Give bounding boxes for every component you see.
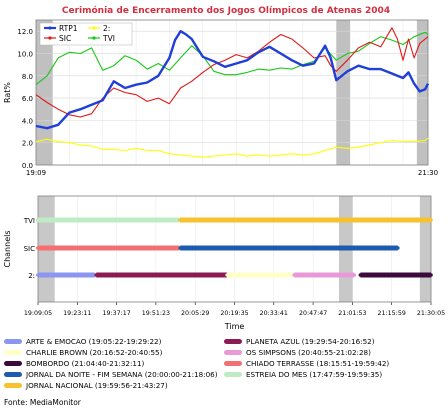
segment-start-marker <box>358 273 363 277</box>
legend-swatch <box>4 338 22 344</box>
program-segment <box>38 272 95 278</box>
program-segment <box>227 272 295 278</box>
y-tick-label: 8.0 <box>22 73 33 81</box>
segment-start-marker <box>178 218 182 222</box>
legend-label: ESTREIA DO MES (17:47:59-19:59:35) <box>246 369 383 379</box>
segment-start-marker <box>36 218 40 222</box>
chart-legend-box <box>39 22 133 46</box>
program-segment <box>360 272 431 278</box>
program-segment <box>96 272 228 278</box>
legend-label: PLANETA AZUL (19:29:54-20:16:52) <box>246 336 375 346</box>
segment-end-marker <box>429 218 433 222</box>
segment-start-marker <box>225 273 229 277</box>
segment-start-marker <box>178 246 182 250</box>
legend-marker <box>92 36 96 40</box>
legend-label: RTP1 <box>59 24 78 33</box>
program-segment <box>294 272 355 278</box>
legend-swatch <box>4 382 22 388</box>
segment-start-marker <box>292 273 296 277</box>
x-tick-label: 20:33:41 <box>260 310 288 317</box>
legend-swatch <box>224 349 242 355</box>
legend-item: PLANETA AZUL (19:29:54-20:16:52) <box>224 336 375 346</box>
x-tick-label: 20:19:35 <box>220 310 248 317</box>
x-tick-label: 19:23:11 <box>63 310 91 317</box>
shaded-interval <box>419 196 431 302</box>
series-line-rtp1 <box>35 30 430 130</box>
segment-end-marker <box>429 273 433 277</box>
legend-item: JORNAL NACIONAL (19:59:56-21:43:27) <box>4 380 168 390</box>
series-line-2two <box>35 137 429 158</box>
x-tick-label: 19:51:23 <box>142 310 170 317</box>
x-tick-label: 21:30 <box>418 169 438 177</box>
x-tick-label: 19:09:05 <box>24 310 52 317</box>
program-legend: ARTE & EMOCAO (19:05:22-19:29:22) PLANETA… <box>0 332 448 394</box>
legend-marker <box>48 26 52 30</box>
legend-item: ARTE & EMOCAO (19:05:22-19:29:22) <box>4 336 161 346</box>
channel-label: 2: <box>28 272 35 280</box>
legend-label: JORNAL NACIONAL (19:59:56-21:43:27) <box>26 380 168 390</box>
y-tick-label: 10.0 <box>17 50 33 58</box>
y-tick-label: 6.0 <box>22 95 33 103</box>
y-tick-label: 0.0 <box>22 162 33 170</box>
legend-swatch <box>224 338 242 344</box>
y-tick-label: 4.0 <box>22 117 33 125</box>
x-tick-label: 20:47:47 <box>299 310 327 317</box>
legend-item: OS SIMPSONS (20:40:55-21:02:28) <box>224 347 371 357</box>
legend-label: SIC <box>59 34 71 43</box>
segment-end-marker <box>352 273 357 277</box>
y-axis-label: Channels <box>3 230 12 267</box>
legend-marker <box>48 36 52 40</box>
legend-label: CHIADO TERRASSE (18:15:51-19:59:42) <box>246 358 390 368</box>
legend-swatch <box>224 360 242 366</box>
channel-label: TVI <box>23 217 35 225</box>
x-tick-label: 20:05:29 <box>181 310 209 317</box>
legend-item: JORNAL DA NOITE - FIM SEMANA (20:00:00-2… <box>4 369 218 379</box>
program-timeline-chart: 19:09:05 19:23:11 19:37:17 19:51:23 20:05:29… <box>3 195 445 331</box>
chart-title: Cerimónia de Encerramento dos Jogos Olím… <box>62 5 390 16</box>
legend-item: CHARLIE BROWN (20:16:52-20:40:55) <box>4 347 162 357</box>
segment-start-marker <box>36 246 40 250</box>
segment-end-marker <box>396 246 400 250</box>
legend-swatch <box>224 371 242 377</box>
legend-label: OS SIMPSONS (20:40:55-21:02:28) <box>246 347 371 357</box>
rating-line-chart: 0.0 2.0 4.0 6.0 8.0 10.0 12.0 Rat% 19:09 21:30 RTP… <box>3 19 438 177</box>
legend-swatch <box>4 349 22 355</box>
legend-label: BOMBORDO (21:04:40-21:32:11) <box>26 358 145 368</box>
legend-marker <box>92 26 96 30</box>
program-segment <box>180 245 398 251</box>
legend-label: JORNAL DA NOITE - FIM SEMANA (20:00:00-2… <box>26 369 218 379</box>
program-segment <box>179 217 431 223</box>
y-tick-label: 12.0 <box>17 28 33 36</box>
program-segment <box>38 245 180 251</box>
segment-start-marker <box>36 273 40 277</box>
legend-swatch <box>4 360 22 366</box>
legend-label: TVI <box>102 34 115 43</box>
legend-label: ARTE & EMOCAO (19:05:22-19:29:22) <box>26 336 162 346</box>
legend-item: BOMBORDO (21:04:40-21:32:11) <box>4 358 144 368</box>
series-line-tvi <box>35 31 429 86</box>
x-tick-label: 21:30:05 <box>417 310 445 317</box>
x-tick-label: 21:15:59 <box>378 310 406 317</box>
plot-border <box>35 19 429 166</box>
legend-item: ESTREIA DO MES (17:47:59-19:59:35) <box>224 369 382 379</box>
legend-swatch <box>4 371 22 377</box>
y-axis-label: Rat% <box>3 82 12 103</box>
y-tick-label: 2.0 <box>22 140 33 148</box>
x-tick-label: 21:01:53 <box>338 310 366 317</box>
legend-label: 2: <box>103 24 110 33</box>
shaded-interval <box>336 20 351 165</box>
legend-label: CHARLIE BROWN (20:16:52-20:40:55) <box>26 347 163 357</box>
legend-item: CHIADO TERRASSE (18:15:51-19:59:42) <box>224 358 389 368</box>
source-note: Fonte: MediaMonitor <box>4 398 81 407</box>
shaded-interval <box>416 20 428 165</box>
channel-label: SIC <box>24 245 36 253</box>
x-tick-label: 19:37:17 <box>102 310 130 317</box>
x-tick-label: 19:09 <box>26 169 46 177</box>
program-segment <box>38 217 179 223</box>
x-axis-label: Time <box>224 322 245 331</box>
segment-start-marker <box>94 273 99 277</box>
